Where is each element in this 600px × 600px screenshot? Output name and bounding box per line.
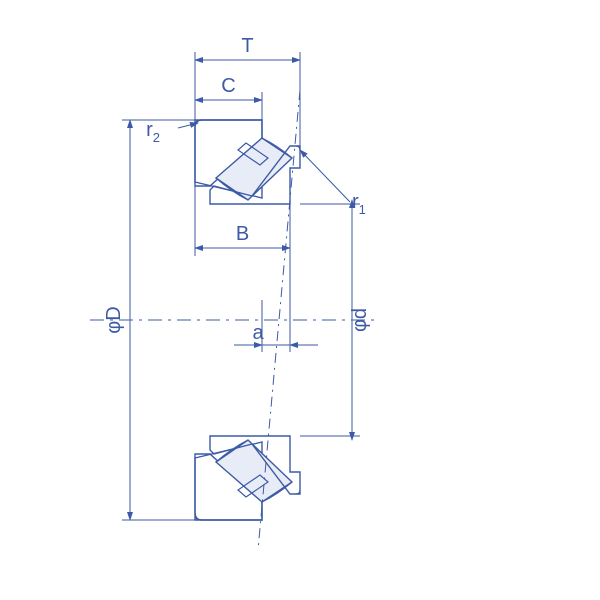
lower-section	[195, 412, 360, 520]
leader-r1	[300, 150, 350, 202]
roller	[216, 138, 292, 200]
roller	[216, 440, 292, 502]
bearing-cross-section-drawing: TC Ba φD φd r2 r1	[0, 0, 600, 600]
label-phid: φd	[349, 308, 371, 332]
label-r1: r1	[352, 191, 366, 217]
label-B: B	[236, 223, 249, 245]
label-C: C	[221, 75, 235, 97]
label-T: T	[241, 35, 253, 57]
label-a: a	[252, 322, 264, 344]
upper-section	[195, 120, 360, 228]
label-phiD: φD	[103, 306, 125, 333]
label-r2: r2	[146, 119, 160, 145]
